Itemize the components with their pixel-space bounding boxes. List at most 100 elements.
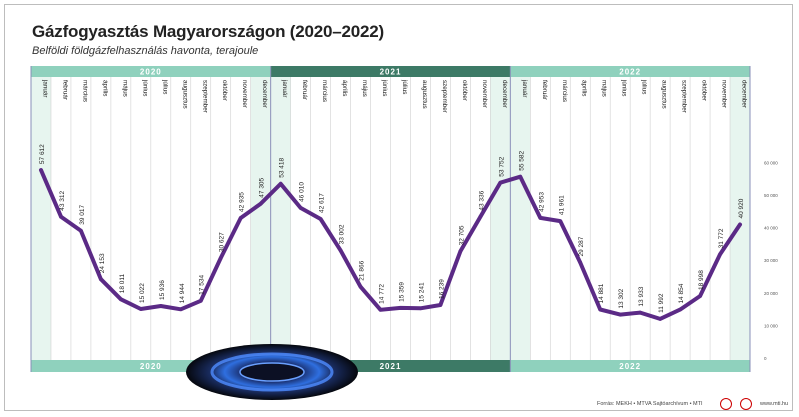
y-tick-label: 20 000 (764, 291, 778, 296)
data-label: 33 002 (339, 224, 346, 244)
year-header-label: 2020 (140, 68, 162, 77)
winter-column-shade (31, 77, 51, 360)
winter-column-shade (490, 77, 511, 360)
month-label: március (81, 80, 88, 102)
month-label: szeptember (681, 80, 688, 113)
month-label: december (741, 80, 748, 108)
data-label: 11 992 (658, 293, 665, 313)
data-point (698, 294, 702, 298)
data-label: 14 944 (179, 283, 186, 303)
winter-column-shade (730, 77, 750, 360)
data-label: 42 935 (239, 192, 246, 212)
data-point (298, 206, 303, 210)
data-label: 53 752 (498, 156, 505, 176)
month-label: július (161, 79, 168, 94)
gas-burner-image (186, 344, 358, 400)
chart-subtitle: Belföldi földgázfelhasználás havonta, te… (32, 45, 259, 57)
month-label: május (121, 80, 128, 97)
y-tick-label: 10 000 (764, 323, 778, 328)
data-label: 42 953 (538, 192, 545, 212)
month-label: december (501, 80, 508, 108)
data-point (178, 307, 183, 312)
data-point (678, 307, 682, 312)
month-label: november (241, 80, 248, 108)
data-point (458, 249, 463, 254)
y-tick-label: 50 000 (764, 193, 778, 198)
data-point (59, 214, 63, 219)
month-label: november (481, 80, 488, 108)
month-label: május (361, 80, 368, 97)
data-label: 17 534 (199, 275, 206, 295)
month-label: június (621, 79, 628, 96)
data-point (478, 214, 483, 219)
chart-title: Gázfogyasztás Magyarországon (2020–2022) (32, 22, 384, 41)
series-line (39, 168, 742, 321)
data-point (718, 252, 722, 257)
chart-frame (4, 4, 793, 411)
data-point (139, 307, 143, 311)
month-label: június (381, 79, 388, 96)
month-label: február (541, 80, 548, 100)
data-point (39, 168, 43, 172)
data-point (278, 181, 283, 186)
year-footer-label: 2021 (380, 362, 402, 371)
month-label: december (261, 80, 268, 108)
data-point (618, 312, 622, 317)
y-tick-label: 40 000 (764, 226, 778, 231)
data-label: 39 017 (79, 204, 86, 224)
month-label: október (701, 80, 708, 101)
data-label: 40 920 (738, 198, 745, 218)
source-note: Forrás: MEKH • MTVA Sajtóarchívum • MTI (597, 401, 703, 407)
month-label: szeptember (441, 80, 448, 113)
month-label: április (101, 80, 108, 96)
data-point (638, 310, 642, 315)
data-point (218, 256, 223, 260)
data-label: 29 287 (578, 236, 585, 256)
data-label: 41 961 (558, 195, 565, 215)
y-tick-label: 30 000 (764, 258, 778, 263)
month-label: március (321, 80, 328, 102)
data-label: 30 627 (219, 232, 226, 252)
data-label: 18 011 (119, 273, 126, 293)
data-label: 14 854 (678, 283, 685, 303)
data-label: 15 022 (139, 283, 146, 303)
month-label: október (221, 80, 228, 101)
data-point (258, 201, 263, 206)
data-point (538, 216, 543, 220)
data-label: 24 153 (99, 253, 106, 273)
month-label: május (601, 80, 608, 97)
month-label: április (581, 80, 588, 96)
month-label: január (281, 79, 288, 98)
month-label: július (641, 79, 648, 94)
data-label: 47 305 (259, 177, 266, 197)
data-point (418, 306, 423, 311)
data-point (119, 297, 123, 302)
data-label: 14 881 (598, 283, 605, 303)
data-point (318, 217, 323, 221)
month-label: január (521, 79, 528, 98)
data-label: 57 612 (39, 144, 46, 164)
data-point (338, 248, 343, 253)
y-tick-label: 60 000 (764, 160, 778, 165)
month-label: augusztus (181, 80, 188, 109)
data-label: 13 302 (618, 288, 625, 308)
data-point (198, 299, 203, 303)
month-label: szeptember (201, 80, 208, 113)
year-header-label: 2021 (380, 68, 402, 77)
data-label: 42 617 (319, 193, 326, 213)
data-point (598, 307, 603, 312)
month-label: április (341, 80, 348, 96)
data-point (159, 304, 163, 308)
data-label: 31 772 (718, 228, 725, 248)
data-point (378, 308, 383, 312)
data-label: 16 239 (438, 279, 445, 299)
data-point (358, 284, 363, 289)
month-label: február (61, 80, 68, 100)
month-label: október (461, 80, 468, 101)
data-point (738, 222, 742, 227)
site-url: www.mti.hu (760, 401, 789, 407)
data-label: 18 998 (698, 270, 705, 290)
month-label: július (401, 79, 408, 94)
year-footer-label: 2022 (619, 362, 641, 371)
data-point (558, 219, 563, 223)
